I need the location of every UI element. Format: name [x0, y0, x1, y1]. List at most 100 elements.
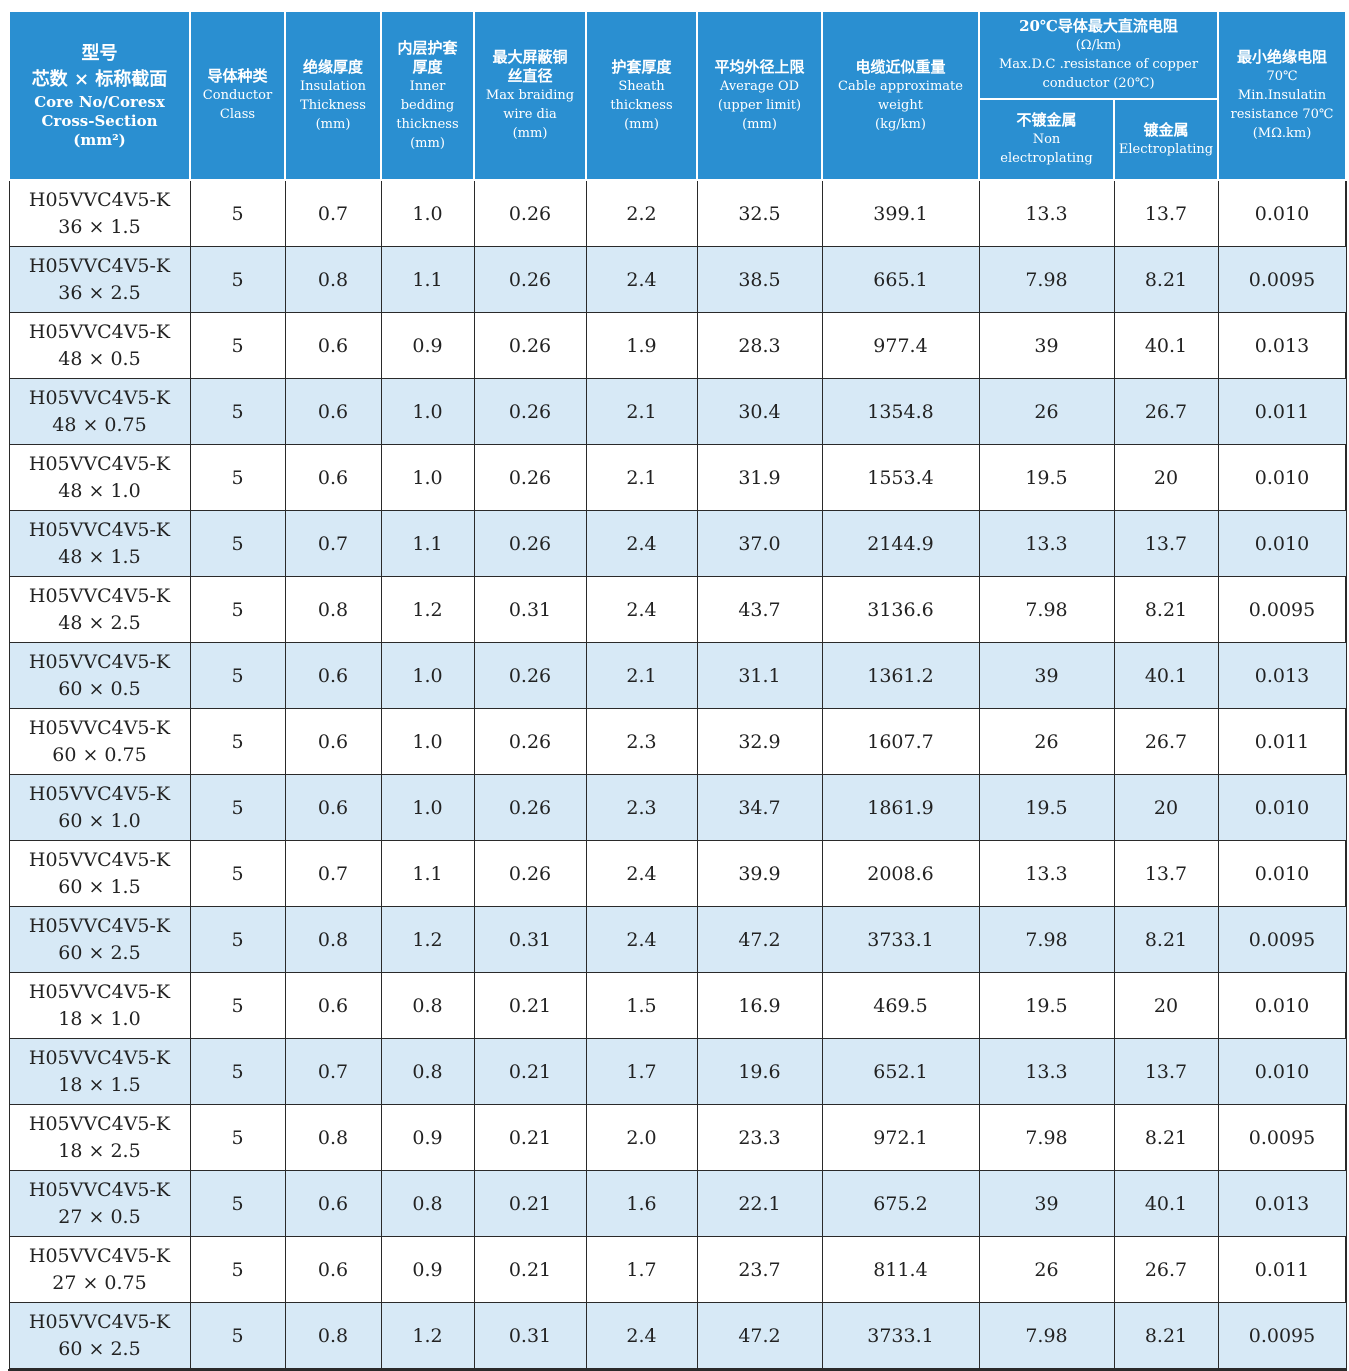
cell-model: H05VVC4V5-K 60 × 1.0: [8, 774, 191, 841]
model-code: H05VVC4V5-K: [28, 1112, 171, 1135]
cell-max-braiding: 0.31: [473, 1302, 587, 1369]
cell-sheath-thickness: 2.4: [585, 840, 698, 907]
cell-inner-bedding: 1.0: [380, 444, 475, 511]
cell-model: H05VVC4V5-K 27 × 0.75: [8, 1236, 191, 1303]
table-row: H05VVC4V5-K 48 × 2.5 5 0.8 1.2 0.31 2.4 43.7 313…: [8, 576, 1347, 643]
model-size: 18 × 1.5: [58, 1073, 141, 1096]
model-code: H05VVC4V5-K: [28, 1310, 171, 1333]
cell-model: H05VVC4V5-K 60 × 0.5: [8, 642, 191, 709]
cell-sheath-thickness: 2.1: [585, 444, 698, 511]
cell-max-braiding: 0.26: [473, 179, 587, 247]
cell-resistance-plated: 8.21: [1113, 1302, 1219, 1369]
cell-resistance-non-plated: 13.3: [978, 179, 1115, 247]
cell-average-od: 31.9: [696, 444, 823, 511]
cell-insulation-thickness: 0.8: [284, 1104, 382, 1171]
cell-conductor-class: 5: [189, 444, 286, 511]
cell-sheath-thickness: 2.4: [585, 1302, 698, 1369]
cell-resistance-plated: 40.1: [1113, 642, 1219, 709]
cell-sheath-thickness: 1.7: [585, 1038, 698, 1105]
cell-average-od: 19.6: [696, 1038, 823, 1105]
cell-inner-bedding: 0.9: [380, 1236, 475, 1303]
table-row: H05VVC4V5-K 48 × 0.75 5 0.6 1.0 0.26 2.1 30.4 13…: [8, 378, 1347, 445]
cell-average-od: 30.4: [696, 378, 823, 445]
cable-spec-table: 型号 芯数 × 标称截面 Core No/Coresx Cross-Sectio…: [8, 10, 1347, 1369]
model-code: H05VVC4V5-K: [28, 452, 171, 475]
cell-inner-bedding: 1.2: [380, 576, 475, 643]
cell-resistance-non-plated: 19.5: [978, 972, 1115, 1039]
cell-model: H05VVC4V5-K 60 × 0.75: [8, 708, 191, 775]
cell-insulation-resistance: 0.010: [1217, 510, 1347, 577]
cell-max-braiding: 0.26: [473, 708, 587, 775]
table-row: H05VVC4V5-K 18 × 2.5 5 0.8 0.9 0.21 2.0 23.3 972…: [8, 1104, 1347, 1171]
cell-weight: 1354.8: [821, 378, 980, 445]
model-code: H05VVC4V5-K: [28, 914, 171, 937]
cell-inner-bedding: 0.9: [380, 1104, 475, 1171]
cell-average-od: 34.7: [696, 774, 823, 841]
cell-inner-bedding: 1.0: [380, 378, 475, 445]
cell-model: H05VVC4V5-K 27 × 0.5: [8, 1170, 191, 1237]
cell-resistance-plated: 40.1: [1113, 312, 1219, 379]
model-size: 18 × 2.5: [58, 1139, 141, 1162]
cell-max-braiding: 0.21: [473, 972, 587, 1039]
cell-average-od: 38.5: [696, 246, 823, 313]
cell-max-braiding: 0.26: [473, 840, 587, 907]
cell-insulation-resistance: 0.011: [1217, 708, 1347, 775]
cell-resistance-plated: 26.7: [1113, 708, 1219, 775]
cell-average-od: 47.2: [696, 1302, 823, 1369]
cell-sheath-thickness: 2.0: [585, 1104, 698, 1171]
cell-resistance-plated: 13.7: [1113, 1038, 1219, 1105]
model-code: H05VVC4V5-K: [28, 716, 171, 739]
table-row: H05VVC4V5-K 36 × 2.5 5 0.8 1.1 0.26 2.4 38.5 665…: [8, 246, 1347, 313]
cell-sheath-thickness: 2.1: [585, 378, 698, 445]
cell-resistance-non-plated: 13.3: [978, 510, 1115, 577]
model-code: H05VVC4V5-K: [28, 584, 171, 607]
header-cable-weight: 电缆近似重量 Cable approximate weight (kg/km): [821, 10, 980, 181]
model-code: H05VVC4V5-K: [28, 320, 171, 343]
cell-conductor-class: 5: [189, 708, 286, 775]
table-row: H05VVC4V5-K 60 × 0.5 5 0.6 1.0 0.26 2.1 31.1 136…: [8, 642, 1347, 709]
model-size: 60 × 1.5: [58, 875, 141, 898]
cell-resistance-non-plated: 39: [978, 642, 1115, 709]
cell-sheath-thickness: 2.3: [585, 708, 698, 775]
cell-inner-bedding: 1.2: [380, 1302, 475, 1369]
cell-insulation-thickness: 0.8: [284, 906, 382, 973]
table-row: H05VVC4V5-K 60 × 1.5 5 0.7 1.1 0.26 2.4 39.9 200…: [8, 840, 1347, 907]
cell-insulation-resistance: 0.0095: [1217, 1104, 1347, 1171]
cell-sheath-thickness: 2.4: [585, 906, 698, 973]
cell-max-braiding: 0.26: [473, 312, 587, 379]
cell-insulation-resistance: 0.010: [1217, 444, 1347, 511]
model-code: H05VVC4V5-K: [28, 386, 171, 409]
cell-weight: 977.4: [821, 312, 980, 379]
cell-resistance-non-plated: 19.5: [978, 444, 1115, 511]
cell-conductor-class: 5: [189, 576, 286, 643]
header-sheath-thickness: 护套厚度 Sheath thickness (mm): [585, 10, 698, 181]
cell-insulation-resistance: 0.0095: [1217, 246, 1347, 313]
cell-max-braiding: 0.26: [473, 246, 587, 313]
cell-conductor-class: 5: [189, 378, 286, 445]
cell-inner-bedding: 0.9: [380, 312, 475, 379]
header-insulation-thickness: 绝缘厚度 Insulation Thickness (mm): [284, 10, 382, 181]
cell-sheath-thickness: 2.1: [585, 642, 698, 709]
cell-average-od: 23.7: [696, 1236, 823, 1303]
cell-resistance-non-plated: 26: [978, 378, 1115, 445]
cell-resistance-plated: 13.7: [1113, 179, 1219, 247]
cell-weight: 972.1: [821, 1104, 980, 1171]
cell-insulation-thickness: 0.6: [284, 972, 382, 1039]
cell-resistance-plated: 20: [1113, 444, 1219, 511]
model-code: H05VVC4V5-K: [28, 848, 171, 871]
cell-max-braiding: 0.21: [473, 1170, 587, 1237]
cell-average-od: 37.0: [696, 510, 823, 577]
cell-resistance-non-plated: 13.3: [978, 1038, 1115, 1105]
model-size: 48 × 1.5: [58, 545, 141, 568]
cell-weight: 811.4: [821, 1236, 980, 1303]
cell-insulation-thickness: 0.8: [284, 1302, 382, 1369]
cell-resistance-plated: 13.7: [1113, 840, 1219, 907]
cell-conductor-class: 5: [189, 312, 286, 379]
header-dc-resistance: 20℃导体最大直流电阻 (Ω/km) Max.D.C .resistance o…: [978, 10, 1219, 100]
table-row: H05VVC4V5-K 27 × 0.5 5 0.6 0.8 0.21 1.6 22.1 675…: [8, 1170, 1347, 1237]
cell-resistance-non-plated: 7.98: [978, 246, 1115, 313]
cell-sheath-thickness: 1.7: [585, 1236, 698, 1303]
cell-insulation-resistance: 0.010: [1217, 972, 1347, 1039]
cell-max-braiding: 0.31: [473, 576, 587, 643]
model-size: 60 × 0.75: [52, 743, 147, 766]
